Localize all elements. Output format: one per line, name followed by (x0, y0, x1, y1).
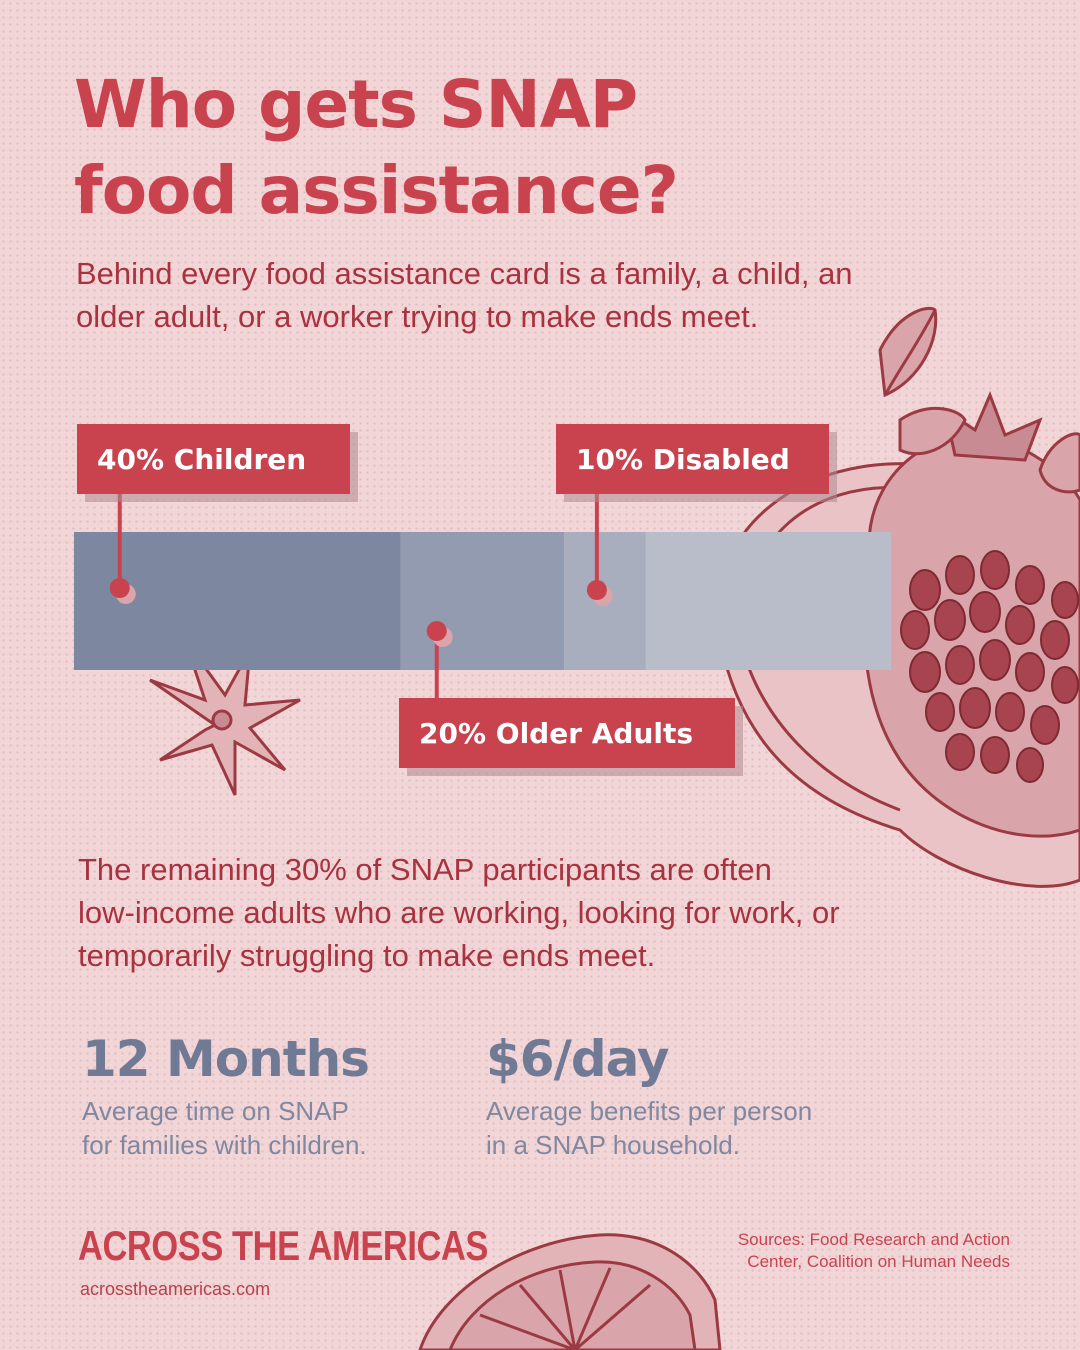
callout-older-adults: 20% Older Adults (399, 621, 743, 776)
callout-label-disabled: 10% Disabled (576, 443, 790, 476)
remaining-line-3: temporarily struggling to make ends meet… (78, 938, 656, 973)
callout-disabled: 10% Disabled (556, 424, 837, 606)
title-line-2: food assistance? (74, 152, 679, 229)
stat-months-value: 12 Months (82, 1030, 370, 1088)
callout-dot-disabled (586, 580, 607, 600)
subtitle-line-2: older adult, or a worker trying to make … (76, 299, 759, 334)
remaining-line-1: The remaining 30% of SNAP participants a… (78, 852, 772, 887)
stat-months-description: Average time on SNAP for families with c… (82, 1094, 369, 1162)
callout-box-disabled (556, 424, 829, 494)
citrus-slice-illustration (418, 1233, 722, 1350)
stat-months-desc-line-2: for families with children. (82, 1130, 367, 1160)
callout-label-older-adults: 20% Older Adults (419, 717, 693, 750)
title-line-1: Who gets SNAP (74, 66, 638, 143)
bar-segment-other (645, 532, 891, 670)
sources-line-2: Center, Coalition on Human Needs (747, 1252, 1010, 1271)
callout-box-children (77, 424, 350, 494)
brand-url-link[interactable]: acrosstheamericas.com (80, 1279, 271, 1299)
callout-label-children: 40% Children (97, 443, 306, 476)
stat-daily-desc-line-2: in a SNAP household. (486, 1130, 740, 1160)
stat-months-desc-line-1: Average time on SNAP (82, 1096, 349, 1126)
callout-children: 40% Children (77, 424, 358, 604)
callout-dot-older-adults (426, 621, 447, 641)
page-title: Who gets SNAP food assistance? (74, 62, 679, 234)
callout-dot-children (109, 578, 130, 598)
remaining-note: The remaining 30% of SNAP participants a… (78, 848, 1008, 977)
stat-daily-benefit-value: $6/day (486, 1030, 669, 1088)
stat-daily-desc-line-1: Average benefits per person (486, 1096, 813, 1126)
stat-daily-benefit: $6/day Average benefits per person in a … (486, 1028, 812, 1162)
subtitle: Behind every food assistance card is a f… (76, 252, 1016, 338)
remaining-line-2: low-income adults who are working, looki… (78, 895, 840, 930)
stat-months: 12 Months Average time on SNAP for famil… (82, 1028, 370, 1162)
subtitle-line-1: Behind every food assistance card is a f… (76, 256, 853, 291)
bar-segment-older-adults (400, 532, 565, 670)
callout-box-older-adults (399, 698, 735, 768)
snap-breakdown-chart: 40% Children 10% Disabled 20% Older Adults (74, 424, 891, 776)
stat-daily-benefit-description: Average benefits per person in a SNAP ho… (486, 1094, 812, 1162)
sources-line-1: Sources: Food Research and Action (737, 1230, 1010, 1249)
brand-logo: ACROSS THE AMERICAS (78, 1222, 488, 1269)
sources-note: Sources: Food Research and Action Center… (738, 1229, 1010, 1273)
